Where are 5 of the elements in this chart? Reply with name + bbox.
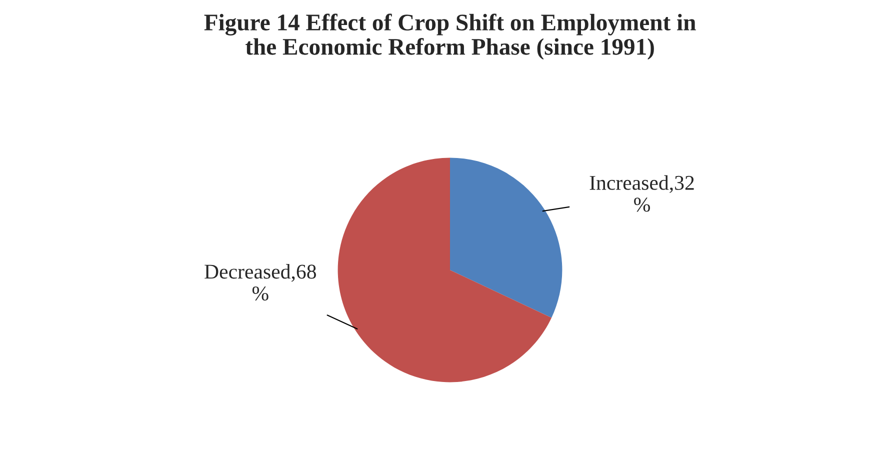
slice-label: Decreased,68 % bbox=[204, 264, 316, 301]
chart-title: Figure 14 Effect of Crop Shift on Employment in the Economic Reform Phase (since 1991) bbox=[204, 14, 696, 60]
pie-slice bbox=[338, 158, 552, 382]
slice-label: Increased,32 % bbox=[590, 175, 694, 212]
pie-slice bbox=[450, 158, 562, 318]
